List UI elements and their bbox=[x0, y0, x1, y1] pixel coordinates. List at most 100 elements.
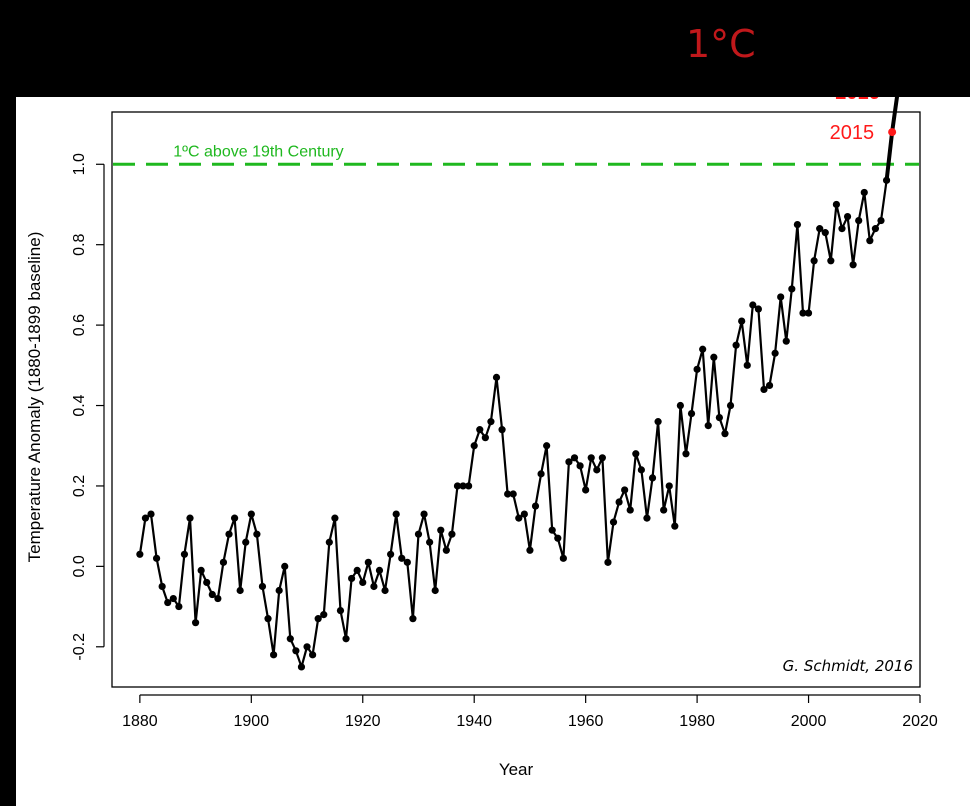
data-point bbox=[180, 550, 189, 558]
data-point bbox=[732, 341, 740, 349]
x-tick-label: 2020 bbox=[902, 713, 938, 730]
data-point bbox=[348, 574, 356, 583]
data-point bbox=[309, 651, 317, 659]
data-point bbox=[470, 442, 478, 450]
data-point bbox=[409, 615, 417, 623]
data-point bbox=[303, 643, 311, 651]
y-tick-label: 0.2 bbox=[71, 475, 88, 497]
threshold-line: 1ºC above 19th Century bbox=[113, 143, 919, 166]
header-label: 1°C bbox=[686, 22, 756, 66]
data-point bbox=[565, 458, 573, 466]
data-point bbox=[509, 490, 517, 498]
data-point bbox=[604, 558, 612, 566]
data-point bbox=[548, 526, 556, 534]
y-tick-label: 0.0 bbox=[71, 555, 88, 577]
data-point bbox=[219, 558, 228, 566]
data-point bbox=[576, 462, 584, 470]
highlight-points: 2015 2016 bbox=[830, 97, 900, 181]
data-point bbox=[459, 482, 467, 490]
data-point bbox=[476, 426, 484, 434]
data-point bbox=[860, 188, 868, 197]
data-point bbox=[387, 550, 395, 558]
data-point bbox=[743, 361, 751, 369]
data-point bbox=[191, 619, 200, 627]
data-point bbox=[832, 200, 841, 209]
temperature-chart: 1880 1900 1920 1940 1960 1980 2000 2020 -0.2 0.0… bbox=[25, 97, 938, 779]
y-tick-label: -0.2 bbox=[71, 633, 88, 661]
y-tick-label: 1.0 bbox=[71, 153, 88, 175]
data-point bbox=[738, 317, 746, 325]
data-point bbox=[587, 454, 595, 462]
data-point bbox=[771, 349, 779, 357]
highlight-line bbox=[884, 97, 900, 181]
data-point bbox=[414, 530, 423, 538]
x-axis: 1880 1900 1920 1940 1960 1980 2000 2020 bbox=[122, 694, 938, 730]
data-point bbox=[810, 257, 818, 265]
data-point bbox=[381, 586, 389, 595]
chart-panel: 1880 1900 1920 1940 1960 1980 2000 2020 -0.2 0.0… bbox=[16, 97, 970, 806]
data-point bbox=[721, 430, 729, 438]
data-point bbox=[403, 558, 411, 566]
data-point bbox=[270, 651, 278, 659]
data-point bbox=[230, 514, 239, 522]
data-point bbox=[147, 510, 155, 518]
data-point bbox=[821, 229, 829, 237]
highlight-label-2016: 2016 bbox=[835, 97, 880, 104]
data-point bbox=[448, 530, 456, 538]
data-point bbox=[531, 502, 540, 510]
data-point bbox=[247, 510, 255, 518]
data-point bbox=[537, 470, 545, 478]
data-point bbox=[598, 454, 606, 462]
data-point bbox=[660, 506, 668, 514]
data-point bbox=[648, 474, 657, 482]
data-point bbox=[760, 385, 768, 394]
data-point bbox=[342, 635, 350, 643]
data-point bbox=[676, 401, 684, 410]
data-point bbox=[699, 345, 707, 353]
data-point bbox=[710, 353, 718, 361]
data-point bbox=[626, 506, 634, 514]
threshold-label: 1ºC above 19th Century bbox=[173, 143, 343, 160]
credit-text: G. Schmidt, 2016 bbox=[783, 657, 913, 675]
data-point bbox=[855, 216, 863, 225]
series-anomaly bbox=[136, 176, 891, 671]
data-point bbox=[543, 442, 551, 450]
data-point bbox=[682, 450, 690, 458]
data-point bbox=[197, 566, 205, 574]
data-point bbox=[570, 454, 579, 462]
data-point bbox=[554, 534, 562, 542]
data-point bbox=[208, 590, 216, 599]
data-point bbox=[203, 578, 211, 587]
data-point bbox=[765, 381, 774, 390]
data-point bbox=[816, 225, 824, 233]
data-point bbox=[336, 607, 345, 615]
data-point bbox=[141, 514, 150, 522]
x-tick-label: 1900 bbox=[234, 713, 270, 730]
data-point bbox=[871, 225, 880, 233]
data-point bbox=[465, 482, 473, 490]
data-point bbox=[637, 466, 645, 474]
data-point bbox=[827, 257, 835, 265]
data-point bbox=[264, 615, 272, 623]
data-point bbox=[609, 518, 618, 526]
data-point bbox=[325, 538, 333, 546]
data-point bbox=[353, 566, 361, 574]
data-point bbox=[186, 514, 194, 522]
data-point bbox=[453, 482, 462, 490]
data-point bbox=[843, 212, 852, 221]
x-tick-label: 1940 bbox=[456, 713, 492, 730]
data-point bbox=[158, 582, 166, 591]
data-point bbox=[258, 582, 267, 591]
data-point bbox=[498, 426, 506, 434]
data-point bbox=[799, 309, 807, 317]
x-tick-label: 1960 bbox=[568, 713, 604, 730]
data-point bbox=[726, 401, 735, 410]
data-point bbox=[877, 216, 885, 225]
data-point bbox=[504, 490, 512, 498]
data-point bbox=[314, 615, 322, 623]
data-point bbox=[420, 510, 428, 518]
y-axis-title: Temperature Anomaly (1880-1899 baseline) bbox=[25, 232, 44, 563]
data-point bbox=[164, 598, 172, 607]
y-tick-label: 0.6 bbox=[71, 314, 88, 336]
data-point bbox=[559, 554, 567, 562]
